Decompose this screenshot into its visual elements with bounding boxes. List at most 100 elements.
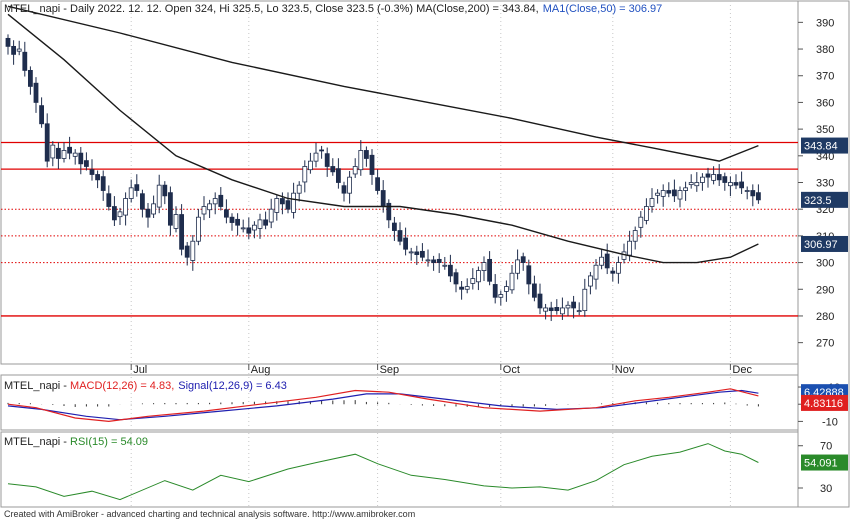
macd-lines xyxy=(7,388,759,423)
candle-up xyxy=(621,251,627,260)
axis-labels: JulAugSepOctNovDec2702802903003103203303… xyxy=(133,17,840,495)
candle-up xyxy=(582,288,588,312)
candle-up xyxy=(358,150,364,171)
candle-up xyxy=(660,190,666,197)
rsi-badge: 54.091 xyxy=(804,458,838,470)
candle-up xyxy=(128,187,134,199)
close-badge-bg xyxy=(801,191,848,208)
candle-down xyxy=(459,286,465,290)
candle-up xyxy=(257,219,263,229)
candle-down xyxy=(571,301,576,309)
candle-up xyxy=(481,262,487,271)
candle-down xyxy=(184,245,190,258)
y-tick-label: 390 xyxy=(816,17,834,29)
candle-down xyxy=(604,253,610,269)
candle-up xyxy=(515,259,520,274)
candle-down xyxy=(89,169,95,175)
candle-down xyxy=(106,193,112,207)
y-tick-label: 350 xyxy=(816,124,834,136)
candle-down xyxy=(532,283,537,298)
candle-up xyxy=(190,240,196,261)
candle-down xyxy=(179,214,185,250)
candle-down xyxy=(750,190,756,197)
candle-down xyxy=(369,154,375,175)
candle-up xyxy=(677,190,683,200)
candle-up xyxy=(711,174,716,181)
candle-up xyxy=(173,214,179,229)
candle-up xyxy=(240,227,246,230)
candle-up xyxy=(274,198,280,213)
candle-up xyxy=(425,259,431,262)
rsi-y-tick-label: 70 xyxy=(820,441,832,453)
candle-up xyxy=(509,272,515,291)
candle-down xyxy=(756,192,761,201)
y-tick-label: 280 xyxy=(816,311,834,323)
candle-down xyxy=(610,270,616,274)
candle-up xyxy=(649,198,655,207)
candle-up xyxy=(313,152,319,162)
candle-down xyxy=(492,284,498,298)
macd-header: MTEL_napi - MACD(12,26) = 4.83, Signal(12… xyxy=(4,380,287,392)
candle-up xyxy=(593,264,599,280)
candle-up xyxy=(470,278,476,284)
candle-down xyxy=(319,149,325,152)
y-tick-label: 380 xyxy=(816,44,834,56)
candles xyxy=(5,34,761,322)
candle-up xyxy=(498,294,504,298)
y-tick-label: 370 xyxy=(816,71,834,83)
y-tick-label: 270 xyxy=(816,338,834,350)
candle-up xyxy=(744,190,750,192)
candle-up xyxy=(72,152,78,157)
candle-down xyxy=(78,152,84,165)
candle-down xyxy=(162,184,168,197)
candle-down xyxy=(56,147,61,159)
candle-up xyxy=(156,184,162,208)
candle-down xyxy=(330,166,336,173)
macd-badge: 4.83116 xyxy=(804,398,843,410)
candle-down xyxy=(246,227,252,234)
horizontal-levels xyxy=(1,141,798,317)
x-tick-label: Jul xyxy=(133,364,147,376)
candle-up xyxy=(627,240,632,256)
candle-down xyxy=(39,105,44,125)
price-header: MTEL_napi - Daily 2022. 12. 12. Open 324… xyxy=(4,3,662,15)
moving-averages xyxy=(7,5,759,264)
candle-up xyxy=(442,264,448,267)
candle-down xyxy=(84,160,89,167)
candle-up xyxy=(560,307,565,315)
x-tick-label: Nov xyxy=(615,364,635,376)
candle-up xyxy=(503,286,509,292)
candle-up xyxy=(291,192,297,213)
candle-down xyxy=(285,200,291,210)
candle-down xyxy=(134,184,140,191)
candle-down xyxy=(22,51,28,71)
candle-down xyxy=(419,250,425,258)
candle-up xyxy=(638,216,644,228)
x-tick-label: Oct xyxy=(503,364,520,376)
candle-down xyxy=(431,259,437,263)
candle-down xyxy=(95,174,100,181)
candle-up xyxy=(688,182,694,186)
candle-down xyxy=(414,251,420,255)
candle-up xyxy=(683,187,688,191)
candle-down xyxy=(436,258,442,263)
candle-down xyxy=(722,176,728,183)
candle-up xyxy=(207,203,213,211)
candle-up xyxy=(212,198,218,205)
candle-up xyxy=(302,166,308,183)
candle-down xyxy=(335,168,341,183)
candle-down xyxy=(554,307,560,312)
candle-up xyxy=(123,198,128,216)
rsi-y-tick-label: 30 xyxy=(820,483,832,495)
candle-down xyxy=(380,190,386,207)
rsi-header: MTEL_napi - RSI(15) = 54.09 xyxy=(4,436,148,448)
candle-down xyxy=(341,185,347,194)
candle-up xyxy=(50,144,56,159)
candle-down xyxy=(229,216,235,223)
candle-up xyxy=(728,182,733,187)
candle-down xyxy=(44,123,50,162)
candle-down xyxy=(145,208,151,218)
candle-up xyxy=(694,182,700,187)
footer-credit: Created with AmiBroker - advanced charti… xyxy=(4,509,415,519)
